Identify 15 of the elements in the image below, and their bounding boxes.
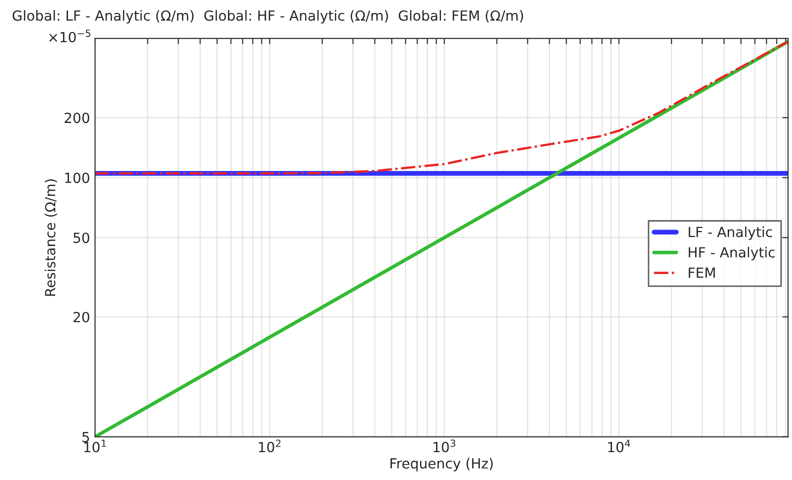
x-tick-label: 10$^{4}$ [608,440,630,452]
x-axis-title: Frequency (Hz) [390,458,493,472]
y-tick-label: 5 [82,432,89,442]
text: ×10$^{−5}$ [49,30,90,42]
y-tick-label: 50 [74,232,90,244]
x-tick-label: 10$^{2}$ [258,440,280,452]
x-tick-label: 10$^{3}$ [434,440,456,452]
legend-label: FEM [688,268,715,278]
y-axis-title: Resistance (Ω/m) [44,179,58,296]
legend-label: HF - Analytic [688,246,775,260]
y-tick-label: 200 [64,112,90,124]
y-tick-label: 20 [74,312,90,322]
y-tick-label: 100 [65,172,90,184]
legend-label: LF - Analytic [688,226,772,240]
chart-title: Global: LF - Analytic (Ω/m) Global: HF - Analytic (Ω/m) Global: FEM (Ω/m) [12,10,524,24]
